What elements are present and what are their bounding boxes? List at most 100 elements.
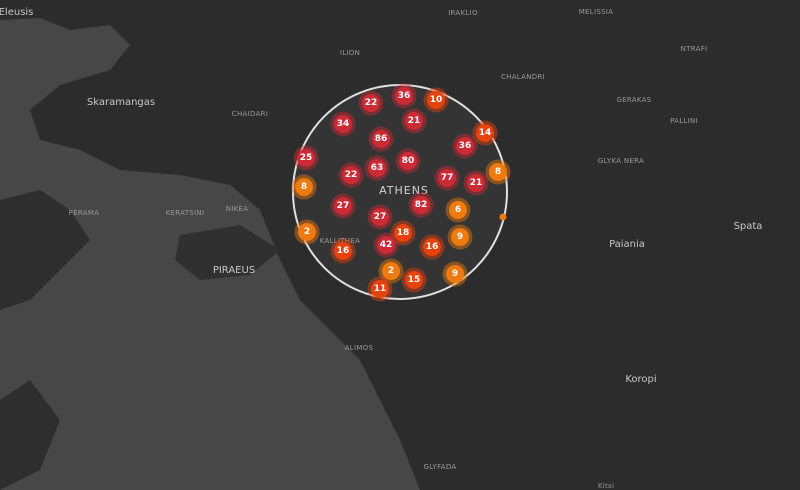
cluster[interactable]: 63 [364, 155, 390, 181]
cluster-marker [368, 159, 386, 177]
cluster-count: 8 [301, 182, 307, 192]
cluster-marker [395, 87, 413, 105]
place-label: Paiania [609, 239, 645, 250]
cluster-count: 27 [337, 201, 350, 211]
cluster[interactable]: 86 [368, 126, 394, 152]
cluster-marker [382, 262, 400, 280]
cluster[interactable]: 9 [442, 261, 468, 287]
place-label: GLYFADA [424, 463, 457, 471]
place-label: Skaramangas [87, 97, 155, 108]
cluster-count: 36 [398, 91, 411, 101]
cluster-marker [362, 94, 380, 112]
place-label: GLYKA NERA [598, 157, 644, 165]
cluster[interactable]: 27 [367, 204, 393, 230]
place-label: GERAKAS [616, 96, 651, 104]
cluster-count: 11 [374, 284, 387, 294]
cluster-marker [298, 223, 316, 241]
cluster-count: 9 [457, 232, 463, 242]
cluster[interactable]: 27 [330, 193, 356, 219]
cluster-count: 8 [495, 167, 501, 177]
cluster-marker [438, 169, 456, 187]
cluster-marker [377, 236, 395, 254]
cluster[interactable]: 42 [373, 232, 399, 258]
cluster-count: 42 [380, 240, 393, 250]
cluster[interactable]: 80 [395, 148, 421, 174]
cluster[interactable]: 34 [330, 111, 356, 137]
place-label: PALLINI [670, 117, 698, 125]
cluster-count: 63 [371, 163, 384, 173]
cluster-marker [297, 149, 315, 167]
place-label: ILION [340, 49, 360, 57]
place-label: Eleusis [0, 7, 33, 18]
place-label: CHAIDARI [232, 110, 268, 118]
cluster-count: 21 [470, 178, 483, 188]
cluster-count: 2 [304, 227, 310, 237]
cluster[interactable]: 16 [419, 234, 445, 260]
cluster[interactable]: 6 [445, 197, 471, 223]
point-marker[interactable] [499, 213, 507, 221]
cluster-count: 16 [426, 242, 439, 252]
coast [0, 380, 60, 490]
cluster-count: 25 [300, 153, 313, 163]
cluster[interactable]: 9 [447, 224, 473, 250]
cluster-marker [489, 163, 507, 181]
cluster-count: 77 [441, 173, 454, 183]
cluster-marker [334, 115, 352, 133]
cluster[interactable]: 8 [485, 159, 511, 185]
cluster-count: 6 [455, 205, 461, 215]
cluster-marker [372, 130, 390, 148]
cluster[interactable]: 2 [294, 219, 320, 245]
cluster-marker [451, 228, 469, 246]
cluster-marker [423, 238, 441, 256]
cluster[interactable]: 21 [401, 108, 427, 134]
cluster[interactable]: 18 [390, 220, 416, 246]
cluster-marker [371, 208, 389, 226]
cluster[interactable]: 36 [452, 133, 478, 159]
cluster-marker [405, 271, 423, 289]
cluster-marker [334, 197, 352, 215]
cluster-count: 80 [402, 156, 415, 166]
salamina [0, 190, 90, 310]
cluster-count: 15 [408, 275, 421, 285]
place-label: PERAMA [69, 209, 100, 217]
cluster-marker [446, 265, 464, 283]
place-label: IRAKLIO [448, 9, 478, 17]
cluster[interactable]: 10 [423, 87, 449, 113]
cluster[interactable]: 36 [391, 83, 417, 109]
cluster-marker [456, 137, 474, 155]
cluster-marker [412, 196, 430, 214]
place-label: Spata [734, 221, 763, 232]
cluster[interactable]: 14 [472, 120, 498, 146]
cluster[interactable]: 8 [291, 174, 317, 200]
place-label: Kitsi [598, 482, 614, 490]
place-label: PIRAEUS [213, 265, 255, 276]
cluster[interactable]: 77 [434, 165, 460, 191]
cluster-marker [371, 280, 389, 298]
cluster[interactable]: 82 [408, 192, 434, 218]
cluster-count: 2 [388, 266, 394, 276]
cluster-count: 82 [415, 200, 428, 210]
cluster[interactable]: 22 [338, 162, 364, 188]
place-label: NTRAFI [681, 45, 708, 53]
cluster[interactable]: 21 [463, 170, 489, 196]
cluster[interactable]: 11 [367, 276, 393, 302]
cluster[interactable]: 16 [330, 238, 356, 264]
cluster-count: 22 [365, 98, 378, 108]
place-label: NIKEA [226, 205, 249, 213]
cluster-marker [427, 91, 445, 109]
cluster-marker [399, 152, 417, 170]
cluster-count: 86 [375, 134, 388, 144]
cluster-marker [405, 112, 423, 130]
cluster-count: 14 [479, 128, 492, 138]
cluster-count: 18 [397, 228, 410, 238]
cluster-count: 34 [337, 119, 350, 129]
cluster[interactable]: 25 [293, 145, 319, 171]
place-label: ATHENS [379, 184, 429, 197]
cluster[interactable]: 15 [401, 267, 427, 293]
place-label: CHALANDRI [501, 73, 545, 81]
cluster-count: 22 [345, 170, 358, 180]
cluster[interactable]: 2 [378, 258, 404, 284]
cluster-marker [467, 174, 485, 192]
cluster[interactable]: 22 [358, 90, 384, 116]
